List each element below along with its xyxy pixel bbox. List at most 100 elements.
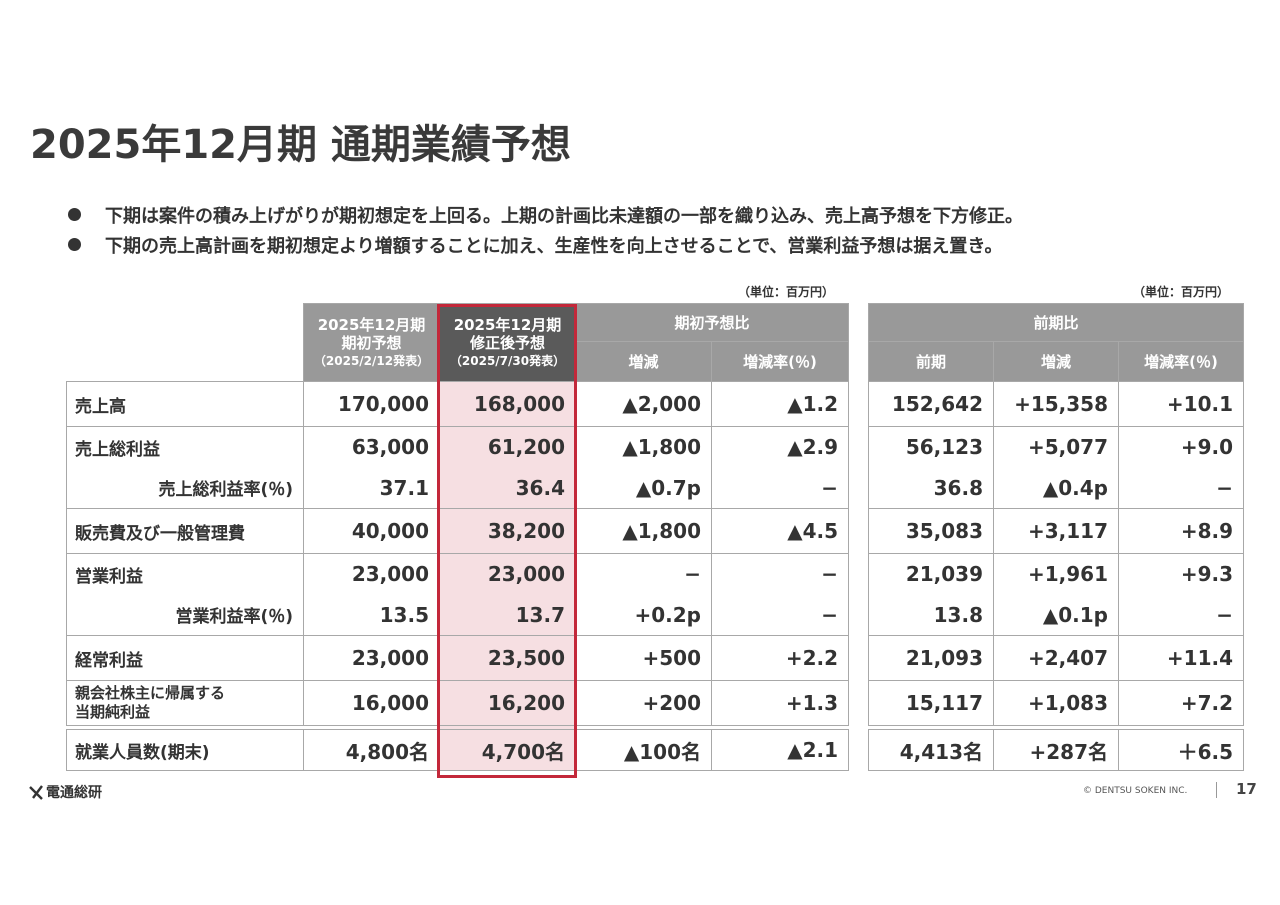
cell-revised: 61,200 — [439, 426, 576, 468]
table-row: 152,642 +15,358 +10.1 — [868, 381, 1245, 427]
cell-diff: ▲2,000 — [575, 381, 712, 427]
cell-revised: 36.4 — [439, 467, 576, 509]
cell-revised: 23,500 — [439, 635, 576, 681]
cell-yoy: +1,961 — [993, 553, 1119, 595]
cell-yoy-rate: +7.2 — [1117, 680, 1245, 726]
row-label: 就業人員数(期末) — [66, 729, 304, 771]
header-yoy-diff: 増減 — [993, 341, 1119, 382]
table-row: 営業利益率(％) 13.5 13.7 +0.2p − — [66, 594, 850, 636]
header-vs-prior: 前期比 — [867, 303, 1245, 342]
cell-diff-rate: ▲4.5 — [710, 508, 850, 554]
cell-diff: ▲1,800 — [575, 426, 712, 468]
cell-diff-rate: +2.2 — [710, 635, 850, 681]
cell-yoy-rate: +11.4 — [1117, 635, 1245, 681]
row-label: 売上総利益率(％) — [66, 467, 304, 509]
table-row: 親会社株主に帰属する 当期純利益 16,000 16,200 +200 +1.3 — [66, 680, 850, 726]
cell-diff: +0.2p — [575, 594, 712, 636]
bullet-dot-icon — [68, 238, 81, 251]
table-row: 経常利益 23,000 23,500 +500 +2.2 — [66, 635, 850, 681]
header-blank — [67, 304, 304, 382]
forecast-table: 2025年12月期 期初予想 （2025/2/12発表） 2025年12月期 修… — [66, 303, 850, 771]
cell-initial: 40,000 — [303, 508, 440, 554]
cell-yoy: +15,358 — [993, 381, 1119, 427]
unit-label-left: （単位：百万円） — [738, 285, 835, 299]
header-diff: 増減 — [575, 341, 712, 382]
header-revised-forecast: 2025年12月期 修正後予想 （2025/7/30発表） — [439, 303, 576, 382]
table-row: 21,093 +2,407 +11.4 — [868, 635, 1245, 681]
cell-initial: 170,000 — [303, 381, 440, 427]
table-row: 15,117 +1,083 +7.2 — [868, 680, 1245, 726]
cell-yoy-rate: +9.3 — [1117, 553, 1245, 595]
logo-text: 電通総研 — [46, 785, 102, 801]
cell-initial: 16,000 — [303, 680, 440, 726]
cell-initial: 23,000 — [303, 553, 440, 595]
table-row: 56,123 +5,077 +9.0 — [868, 426, 1245, 468]
table-row: 売上高 170,000 168,000 ▲2,000 ▲1.2 — [66, 381, 850, 427]
cell-yoy-rate: +10.1 — [1117, 381, 1245, 427]
cell-diff: +200 — [575, 680, 712, 726]
row-label: 売上高 — [66, 381, 304, 427]
cell-diff-rate: ▲1.2 — [710, 381, 850, 427]
cell-diff: − — [575, 553, 712, 595]
row-gap — [66, 725, 849, 730]
cell-revised: 168,000 — [439, 381, 576, 427]
bullet-text: 下期の売上高計画を期初想定より増額することに加え、生産性を向上させることで、営業… — [105, 236, 1003, 257]
header-diff-rate: 増減率(％) — [710, 341, 850, 382]
cell-prior: 35,083 — [868, 508, 994, 554]
header-initial-line2: 期初予想 — [341, 333, 402, 352]
header-initial-forecast: 2025年12月期 期初予想 （2025/2/12発表） — [303, 303, 440, 382]
cell-diff: +500 — [575, 635, 712, 681]
row-label-line2: 当期純利益 — [75, 703, 151, 721]
table-row: 売上総利益 63,000 61,200 ▲1,800 ▲2.9 — [66, 426, 850, 468]
cell-revised: 13.7 — [439, 594, 576, 636]
cell-diff-rate: ▲2.9 — [710, 426, 850, 468]
cell-revised: 23,000 — [439, 553, 576, 595]
yoy-table: 前期比 前期 増減 増減率(％) 152,642 +15,358 +10.1 5… — [867, 303, 1245, 771]
cell-diff: ▲100名 — [575, 729, 712, 771]
cell-prior: 4,413名 — [868, 729, 994, 771]
cell-yoy: +2,407 — [993, 635, 1119, 681]
copyright: © DENTSU SOKEN INC. — [1083, 786, 1188, 796]
cell-initial: 4,800名 — [303, 729, 440, 771]
company-logo: 電通総研 — [28, 782, 102, 802]
logo-mark-icon — [29, 785, 43, 800]
header-initial-date: （2025/2/12発表） — [313, 353, 430, 368]
row-label: 販売費及び一般管理費 — [66, 508, 304, 554]
cell-yoy-rate: +8.9 — [1117, 508, 1245, 554]
table-row: 13.8 ▲0.1p − — [868, 594, 1245, 636]
cell-prior: 56,123 — [868, 426, 994, 468]
table-row: 就業人員数(期末) 4,800名 4,700名 ▲100名 ▲2.1 — [66, 729, 850, 771]
cell-initial: 63,000 — [303, 426, 440, 468]
cell-diff-rate: − — [710, 467, 850, 509]
table-row: 販売費及び一般管理費 40,000 38,200 ▲1,800 ▲4.5 — [66, 508, 850, 554]
header-prior: 前期 — [868, 341, 994, 382]
row-label: 経常利益 — [66, 635, 304, 681]
cell-prior: 21,039 — [868, 553, 994, 595]
cell-initial: 23,000 — [303, 635, 440, 681]
page-title: 2025年12月期 通期業績予想 — [30, 122, 571, 168]
header-revised-date: （2025/7/30発表） — [449, 353, 566, 368]
cell-diff-rate: − — [710, 594, 850, 636]
cell-initial: 37.1 — [303, 467, 440, 509]
cell-revised: 16,200 — [439, 680, 576, 726]
table-row: 売上総利益率(％) 37.1 36.4 ▲0.7p − — [66, 467, 850, 509]
footer-divider — [1216, 782, 1217, 798]
header-yoy-rate: 増減率(％) — [1117, 341, 1245, 382]
cell-diff: ▲1,800 — [575, 508, 712, 554]
row-label: 売上総利益 — [66, 426, 304, 468]
bullet-text: 下期は案件の積み上げがりが期初想定を上回る。上期の計画比未達額の一部を織り込み、… — [105, 206, 1023, 227]
cell-prior: 152,642 — [868, 381, 994, 427]
header-revised-line1: 2025年12月期 — [453, 315, 562, 334]
cell-yoy: +1,083 — [993, 680, 1119, 726]
cell-prior: 15,117 — [868, 680, 994, 726]
cell-diff-rate: − — [710, 553, 850, 595]
table-row: 21,039 +1,961 +9.3 — [868, 553, 1245, 595]
cell-yoy-rate: ＋6.5 — [1117, 729, 1245, 771]
cell-yoy: ▲0.1p — [993, 594, 1119, 636]
table-row: 36.8 ▲0.4p − — [868, 467, 1245, 509]
page-number: 17 — [1236, 780, 1257, 798]
cell-yoy: +5,077 — [993, 426, 1119, 468]
cell-prior: 13.8 — [868, 594, 994, 636]
row-label-line1: 親会社株主に帰属する — [75, 684, 226, 702]
unit-label-right: （単位：百万円） — [1133, 285, 1230, 299]
